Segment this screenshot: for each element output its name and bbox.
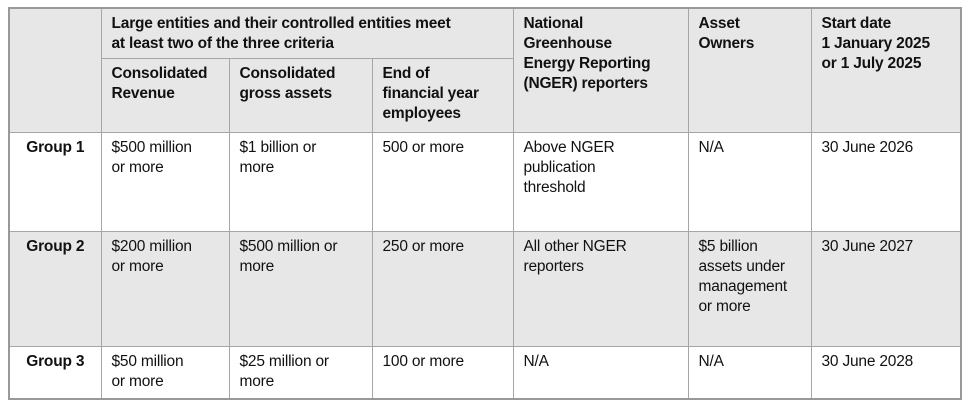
corner-cell	[8, 7, 102, 133]
cell-asset-owners: $5 billion assets under management or mo…	[687, 231, 812, 347]
col-header-asset-owners: Asset Owners	[687, 7, 812, 133]
col-header-start-date: Start date 1 January 2025 or 1 July 2025	[810, 7, 962, 133]
cell-start-date: 30 June 2027	[810, 231, 962, 347]
cell-nger: Above NGER publication threshold	[512, 132, 689, 232]
header-row-sub: Consolidated Revenue Consolidated gross …	[9, 58, 961, 133]
cell-consolidated-revenue: $200 million or more	[100, 231, 230, 347]
table-row-group-1: Group 1 $500 million or more $1 billion …	[8, 132, 962, 232]
cell-gross-assets: $500 million or more	[228, 231, 373, 347]
cell-employees: 500 or more	[371, 132, 514, 232]
cell-asset-owners: N/A	[687, 132, 812, 232]
table-row-group-3: Group 3 $50 million or more $25 million …	[8, 346, 962, 399]
group-label-cell: Group 1	[8, 132, 102, 232]
cell-gross-assets: $1 billion or more	[228, 132, 373, 232]
cell-consolidated-revenue: $500 million or more	[100, 132, 230, 232]
cell-start-date: 30 June 2028	[810, 346, 962, 399]
group-label-cell: Group 2	[8, 231, 102, 347]
cell-consolidated-revenue: $50 million or more	[100, 346, 230, 399]
col-header-gross-assets: Consolidated gross assets	[228, 58, 373, 133]
table-row-group-2: Group 2 $200 million or more $500 millio…	[8, 231, 962, 347]
header-row-top: Large entities and their controlled enti…	[8, 7, 962, 133]
criteria-group-header: Large entities and their controlled enti…	[100, 7, 514, 59]
group-label-cell: Group 3	[8, 346, 102, 399]
col-header-consolidated-revenue: Consolidated Revenue	[100, 58, 230, 133]
criteria-table: Large entities and their controlled enti…	[8, 7, 962, 400]
cell-employees: 250 or more	[371, 231, 514, 347]
cell-nger: N/A	[512, 346, 689, 399]
cell-asset-owners: N/A	[687, 346, 812, 399]
cell-gross-assets: $25 million or more	[228, 346, 373, 399]
col-header-employees: End of financial year employees	[371, 58, 514, 133]
cell-employees: 100 or more	[371, 346, 514, 399]
cell-nger: All other NGER reporters	[512, 231, 689, 347]
cell-start-date: 30 June 2026	[810, 132, 962, 232]
col-header-nger: National Greenhouse Energy Reporting (NG…	[512, 7, 689, 133]
